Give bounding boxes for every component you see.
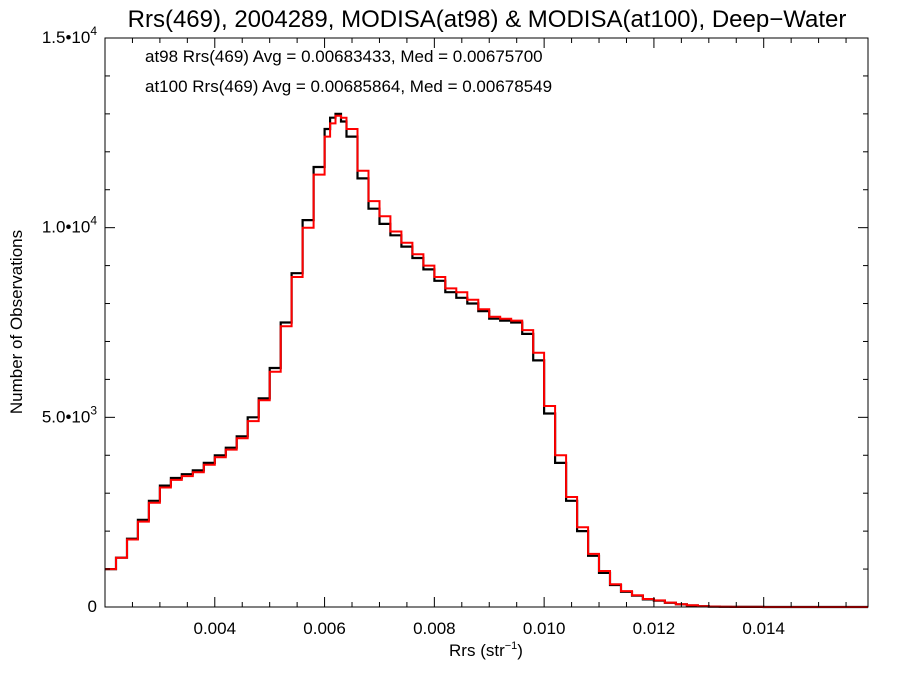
x-axis: 0.004 0.006 0.008 0.010 0.012 0.014	[131, 38, 847, 638]
x-axis-label-close: )	[517, 641, 523, 660]
x-tick-label: 0.006	[303, 619, 346, 638]
x-tick-label: 0.008	[413, 619, 456, 638]
chart-title: Rrs(469), 2004289, MODISA(at98) & MODISA…	[128, 6, 847, 33]
y-axis-label: Number of Observations	[7, 230, 26, 414]
x-axis-label-text: Rrs (str	[449, 641, 505, 660]
x-axis-label-superscript: −1	[505, 640, 518, 652]
plot-frame	[104, 37, 869, 608]
annotation-at98: at98 Rrs(469) Avg = 0.00683433, Med = 0.…	[145, 47, 543, 66]
y-tick-label: 0	[88, 597, 97, 616]
annotation-at100: at100 Rrs(469) Avg = 0.00685864, Med = 0…	[145, 77, 552, 96]
series-layer	[105, 112, 868, 609]
y-tick-label: 1.5•104	[42, 24, 98, 47]
y-tick-label: 1.0•104	[42, 214, 98, 237]
y-tick-label: 5.0•103	[42, 403, 98, 426]
x-tick-label: 0.010	[523, 619, 566, 638]
x-axis-label: Rrs (str−1)	[449, 640, 523, 660]
x-tick-label: 0.014	[742, 619, 785, 638]
series-at100-line	[105, 114, 868, 608]
x-tick-label: 0.012	[633, 619, 676, 638]
y-axis: 0 5.0•103 1.0•104 1.5•104	[42, 24, 868, 616]
series-at98-line	[105, 112, 868, 609]
x-tick-label: 0.004	[194, 619, 237, 638]
